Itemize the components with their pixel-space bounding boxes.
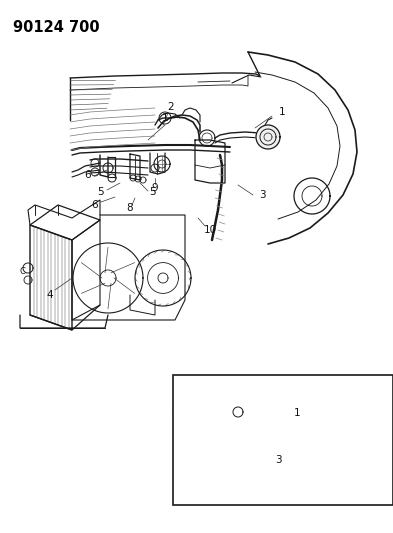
Text: 1: 1: [279, 107, 285, 117]
Text: C: C: [19, 268, 25, 277]
Text: 2: 2: [168, 102, 174, 112]
Text: 5: 5: [149, 187, 155, 197]
Text: 90124 700: 90124 700: [13, 20, 99, 35]
Text: 5: 5: [97, 187, 103, 197]
Text: 6: 6: [92, 200, 98, 210]
Text: 1: 1: [162, 113, 168, 123]
Polygon shape: [256, 125, 280, 149]
Text: 4: 4: [47, 290, 53, 300]
Bar: [173, 375, 393, 505]
Text: 3: 3: [259, 190, 265, 200]
Text: 8: 8: [127, 203, 133, 213]
Text: 1: 1: [294, 408, 300, 418]
Text: 6: 6: [84, 170, 91, 180]
Text: 10: 10: [204, 225, 217, 235]
Text: 3: 3: [275, 455, 281, 465]
Text: 9: 9: [152, 183, 158, 193]
